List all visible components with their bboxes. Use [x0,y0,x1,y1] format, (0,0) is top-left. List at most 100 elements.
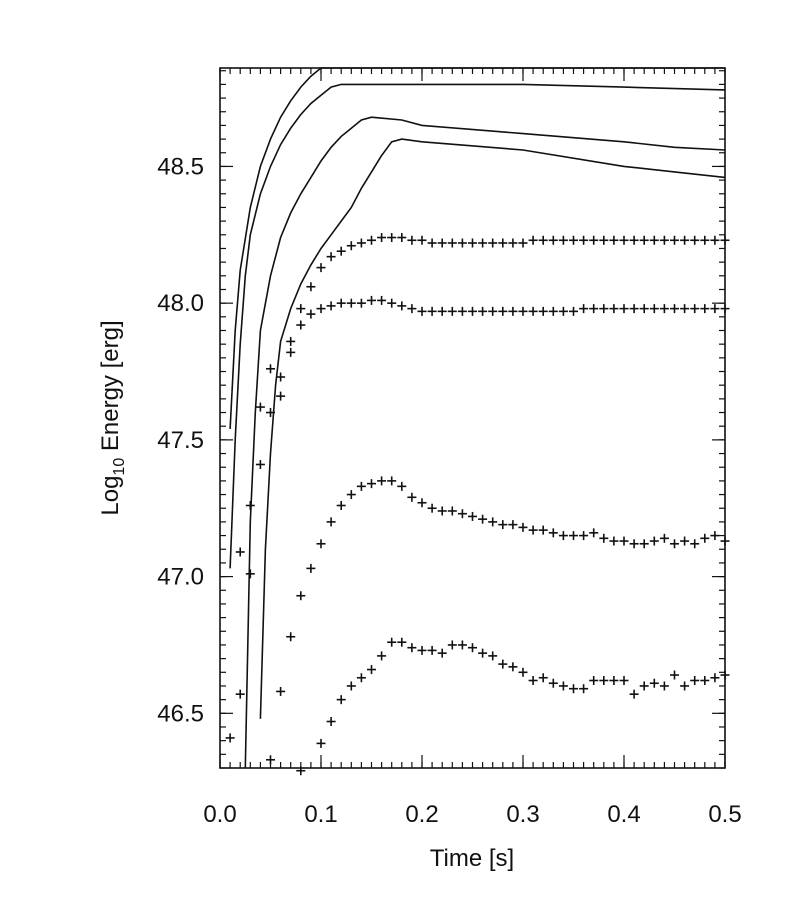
plus-marker [427,503,437,513]
plus-marker [447,306,457,316]
plus-marker [690,676,700,685]
plus-marker [488,306,498,316]
plus-marker [569,306,578,316]
plus-marker [690,304,700,314]
plus-marker [599,235,609,245]
plus-marker [498,520,508,530]
plus-marker [579,304,589,314]
plus-marker [478,238,488,248]
plus-marker [286,632,296,642]
plus-marker [609,304,619,314]
plus-marker [629,539,639,549]
plus-marker [417,645,427,655]
plus-marker [508,238,518,248]
plus-marker [387,637,397,647]
plus-marker [296,591,306,601]
plus-marker [255,402,265,412]
plus-marker [367,235,376,245]
plus-marker [356,298,366,308]
plus-marker [680,304,690,314]
plus-marker [387,233,397,243]
plus-marker [346,241,356,251]
plus-marker [508,662,518,672]
plus-marker [326,252,336,262]
plus-marker [589,304,599,314]
plus-marker [316,738,326,748]
plus-marker [639,539,649,549]
plus-marker [468,511,477,521]
x-tick-label: 0.0 [203,801,236,828]
plus-marker [437,306,447,316]
plus-marker [649,536,659,546]
plus-marker [619,536,629,546]
plus-marker [538,235,548,245]
series-markers-7 [276,476,730,696]
plus-marker [538,673,548,683]
y-tick-label: 47.0 [157,564,204,591]
plus-marker [377,233,387,243]
plus-marker [407,492,417,502]
plus-marker [367,665,376,675]
plus-marker [468,306,477,316]
plus-marker [680,235,690,245]
plus-marker [528,525,538,535]
plus-marker [659,304,669,314]
plus-marker [356,238,366,248]
plus-marker [326,517,336,527]
series-line-1 [229,67,725,429]
plus-marker [377,651,387,661]
plus-marker [296,304,306,314]
plus-marker [710,235,720,245]
plus-marker [700,235,710,245]
plus-marker [589,528,599,538]
plus-marker [478,514,488,524]
y-tick-label: 47.5 [157,427,204,454]
plus-marker [356,673,366,683]
plus-marker [569,235,578,245]
plus-marker [286,347,296,357]
plus-marker [457,640,467,650]
plus-marker [629,689,639,699]
plus-marker [609,235,619,245]
plus-marker [478,648,488,658]
plus-marker [276,372,286,382]
plus-marker [316,263,326,273]
plus-marker [579,235,589,245]
plus-marker [457,238,467,248]
plus-marker [680,681,690,691]
plus-marker [346,490,356,500]
plus-marker [659,235,669,245]
plus-marker [478,306,488,316]
series-line-4 [259,138,726,719]
plus-marker [629,304,639,314]
plus-marker [498,659,508,669]
plus-marker [589,235,599,245]
plus-marker [296,320,306,330]
plus-marker [346,298,356,308]
plus-marker [659,533,669,543]
plus-marker [710,673,720,683]
plus-marker [670,235,679,245]
series-markers-8 [266,637,730,776]
plus-marker [518,306,528,316]
plus-marker [377,295,387,305]
plus-marker [538,525,548,535]
plus-marker [346,681,356,691]
plus-marker [266,755,275,765]
plus-marker [548,528,558,538]
plus-marker [437,506,447,516]
tick-labels: 0.0 0.1 0.2 0.3 0.4 0.5 46.5 47.0 47.5 48.0 48.5 [157,153,741,828]
plus-marker [670,670,679,680]
plus-marker [468,238,477,248]
plus-marker [316,304,326,314]
plus-marker [649,678,659,688]
series-line-2 [229,83,726,569]
plus-marker [518,667,528,677]
plus-marker [619,304,629,314]
plus-marker [518,522,528,532]
plus-marker [457,306,467,316]
plus-marker [548,306,558,316]
plus-marker [397,233,407,243]
plus-marker [649,235,659,245]
